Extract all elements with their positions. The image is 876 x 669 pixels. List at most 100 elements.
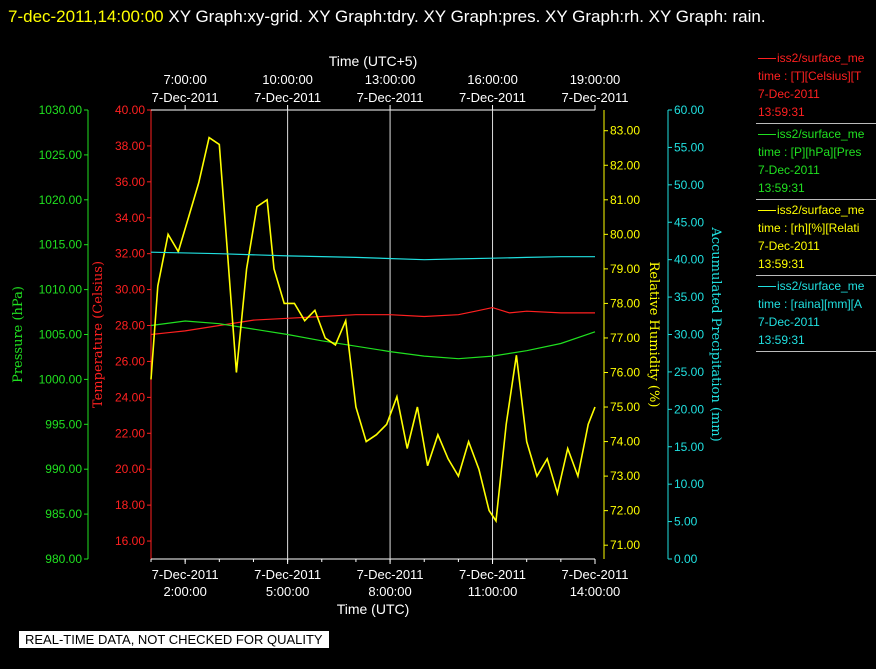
humidity-series-line	[150, 136, 596, 524]
humidity-tick-label: 73.00	[610, 469, 640, 483]
x-axis-title-top: Time (UTC+5)	[329, 53, 418, 69]
temperature-tick-label: 20.00	[115, 462, 145, 476]
precip-tick-label: 30.00	[674, 328, 704, 342]
legend-text: time : [T][Celsius][T	[758, 69, 862, 83]
humidity-tick-label: 71.00	[610, 538, 640, 552]
legend-text: 13:59:31	[758, 333, 805, 347]
temperature-series-line	[150, 306, 595, 336]
precip-tick-label: 10.00	[674, 477, 704, 491]
humidity-tick-label: 79.00	[610, 262, 640, 276]
x-tick-time-bottom: 2:00:00	[163, 584, 206, 599]
legend-line1: iss2/surface_me	[758, 49, 876, 67]
precip-tick-label: 60.00	[674, 103, 704, 117]
legend-text: 13:59:31	[758, 105, 805, 119]
legend-text: time : [raina][mm][A	[758, 297, 863, 311]
legend-text: 7-Dec-2011	[758, 87, 820, 101]
legend-text: iss2/surface_me	[777, 51, 865, 65]
precip-tick-label: 40.00	[674, 253, 704, 267]
legend-swatch	[758, 58, 776, 60]
chart-title: 7-dec-2011,14:00:00 XY Graph:xy-grid. XY…	[8, 2, 848, 32]
humidity-tick-label: 74.00	[610, 435, 640, 449]
x-tick-time-top: 16:00:00	[467, 72, 518, 87]
legend-line3: 7-Dec-2011	[758, 237, 876, 255]
pressure-tick-label: 995.00	[45, 417, 82, 431]
temperature-tick-label: 40.00	[115, 103, 145, 117]
humidity-tick-label: 80.00	[610, 227, 640, 241]
x-tick-date-bottom: 7-Dec-2011	[562, 567, 629, 582]
x-tick-time-bottom: 14:00:00	[570, 584, 621, 599]
pressure-tick-label: 1020.00	[39, 193, 83, 207]
legend-line1: iss2/surface_me	[758, 277, 876, 295]
pressure-tick-label: 1010.00	[39, 283, 83, 297]
x-tick-time-top: 19:00:00	[570, 72, 621, 87]
legend-line1: iss2/surface_me	[758, 125, 876, 143]
x-axis-title-bottom: Time (UTC)	[337, 601, 410, 617]
legend-text: 7-Dec-2011	[758, 239, 820, 253]
temperature-tick-label: 36.00	[115, 175, 145, 189]
x-tick-time-bottom: 11:00:00	[468, 584, 518, 599]
x-tick-time-top: 7:00:00	[163, 72, 206, 87]
title-graph-list: XY Graph:xy-grid. XY Graph:tdry. XY Grap…	[163, 7, 766, 26]
precip-tick-label: 35.00	[674, 290, 704, 304]
precip-tick-label: 0.00	[674, 552, 698, 566]
legend-line2: time : [rh][%][Relati	[758, 219, 876, 237]
humidity-tick-label: 77.00	[610, 331, 640, 345]
legend-line4: 13:59:31	[758, 103, 876, 121]
humidity-tick-label: 82.00	[610, 158, 640, 172]
x-tick-date-top: 7-Dec-2011	[152, 90, 219, 105]
legend-text: time : [P][hPa][Pres	[758, 145, 862, 159]
legend: iss2/surface_me time : [T][Celsius][T 7-De…	[756, 48, 876, 352]
legend-swatch	[758, 210, 776, 212]
temperature-tick-label: 18.00	[115, 498, 145, 512]
humidity-tick-label: 78.00	[610, 296, 640, 310]
title-timestamp: 7-dec-2011,14:00:00	[8, 7, 164, 26]
humidity-axis-title: Relative Humidity (%)	[646, 262, 661, 408]
x-tick-date-bottom: 7-Dec-2011	[357, 567, 424, 582]
legend-line4: 13:59:31	[758, 255, 876, 273]
legend-line2: time : [P][hPa][Pres	[758, 143, 876, 161]
legend-text: 7-Dec-2011	[758, 315, 820, 329]
legend-line2: time : [raina][mm][A	[758, 295, 876, 313]
precip-series-line	[150, 251, 595, 261]
temperature-axis-title: Temperature (Celsius)	[91, 261, 106, 408]
quality-notice: REAL-TIME DATA, NOT CHECKED FOR QUALITY	[19, 631, 329, 648]
precip-tick-label: 5.00	[674, 515, 698, 529]
legend-text: iss2/surface_me	[777, 203, 865, 217]
precip-tick-label: 15.00	[674, 440, 704, 454]
pressure-axis-title: Pressure (hPa)	[11, 286, 26, 383]
pressure-tick-label: 1000.00	[39, 372, 83, 386]
pressure-tick-label: 985.00	[45, 507, 82, 521]
x-tick-time-top: 10:00:00	[262, 72, 313, 87]
temperature-tick-label: 26.00	[115, 354, 145, 368]
legend-text: iss2/surface_me	[777, 127, 865, 141]
pressure-tick-label: 980.00	[45, 552, 82, 566]
temperature-tick-label: 24.00	[115, 390, 145, 404]
pressure-tick-label: 1030.00	[39, 103, 83, 117]
x-tick-date-bottom: 7-Dec-2011	[459, 567, 526, 582]
temperature-tick-label: 16.00	[115, 534, 145, 548]
legend-swatch	[758, 134, 776, 136]
pressure-series-line	[150, 320, 596, 360]
pressure-tick-label: 1005.00	[39, 328, 83, 342]
x-tick-date-bottom: 7-Dec-2011	[254, 567, 321, 582]
legend-text: 7-Dec-2011	[758, 163, 820, 177]
temperature-tick-label: 32.00	[115, 247, 145, 261]
legend-line3: 7-Dec-2011	[758, 313, 876, 331]
legend-swatch	[758, 286, 776, 288]
legend-line3: 7-Dec-2011	[758, 161, 876, 179]
x-tick-date-top: 7-Dec-2011	[254, 90, 321, 105]
pressure-tick-label: 990.00	[45, 462, 82, 476]
legend-line3: 7-Dec-2011	[758, 85, 876, 103]
temperature-tick-label: 30.00	[115, 283, 145, 297]
legend-text: iss2/surface_me	[777, 279, 865, 293]
humidity-tick-label: 75.00	[610, 400, 640, 414]
humidity-tick-label: 76.00	[610, 365, 640, 379]
legend-text: 13:59:31	[758, 181, 805, 195]
temperature-tick-label: 22.00	[115, 426, 145, 440]
legend-line1: iss2/surface_me	[758, 201, 876, 219]
x-tick-time-bottom: 5:00:00	[266, 584, 309, 599]
x-tick-date-top: 7-Dec-2011	[562, 90, 629, 105]
legend-line2: time : [T][Celsius][T	[758, 67, 876, 85]
